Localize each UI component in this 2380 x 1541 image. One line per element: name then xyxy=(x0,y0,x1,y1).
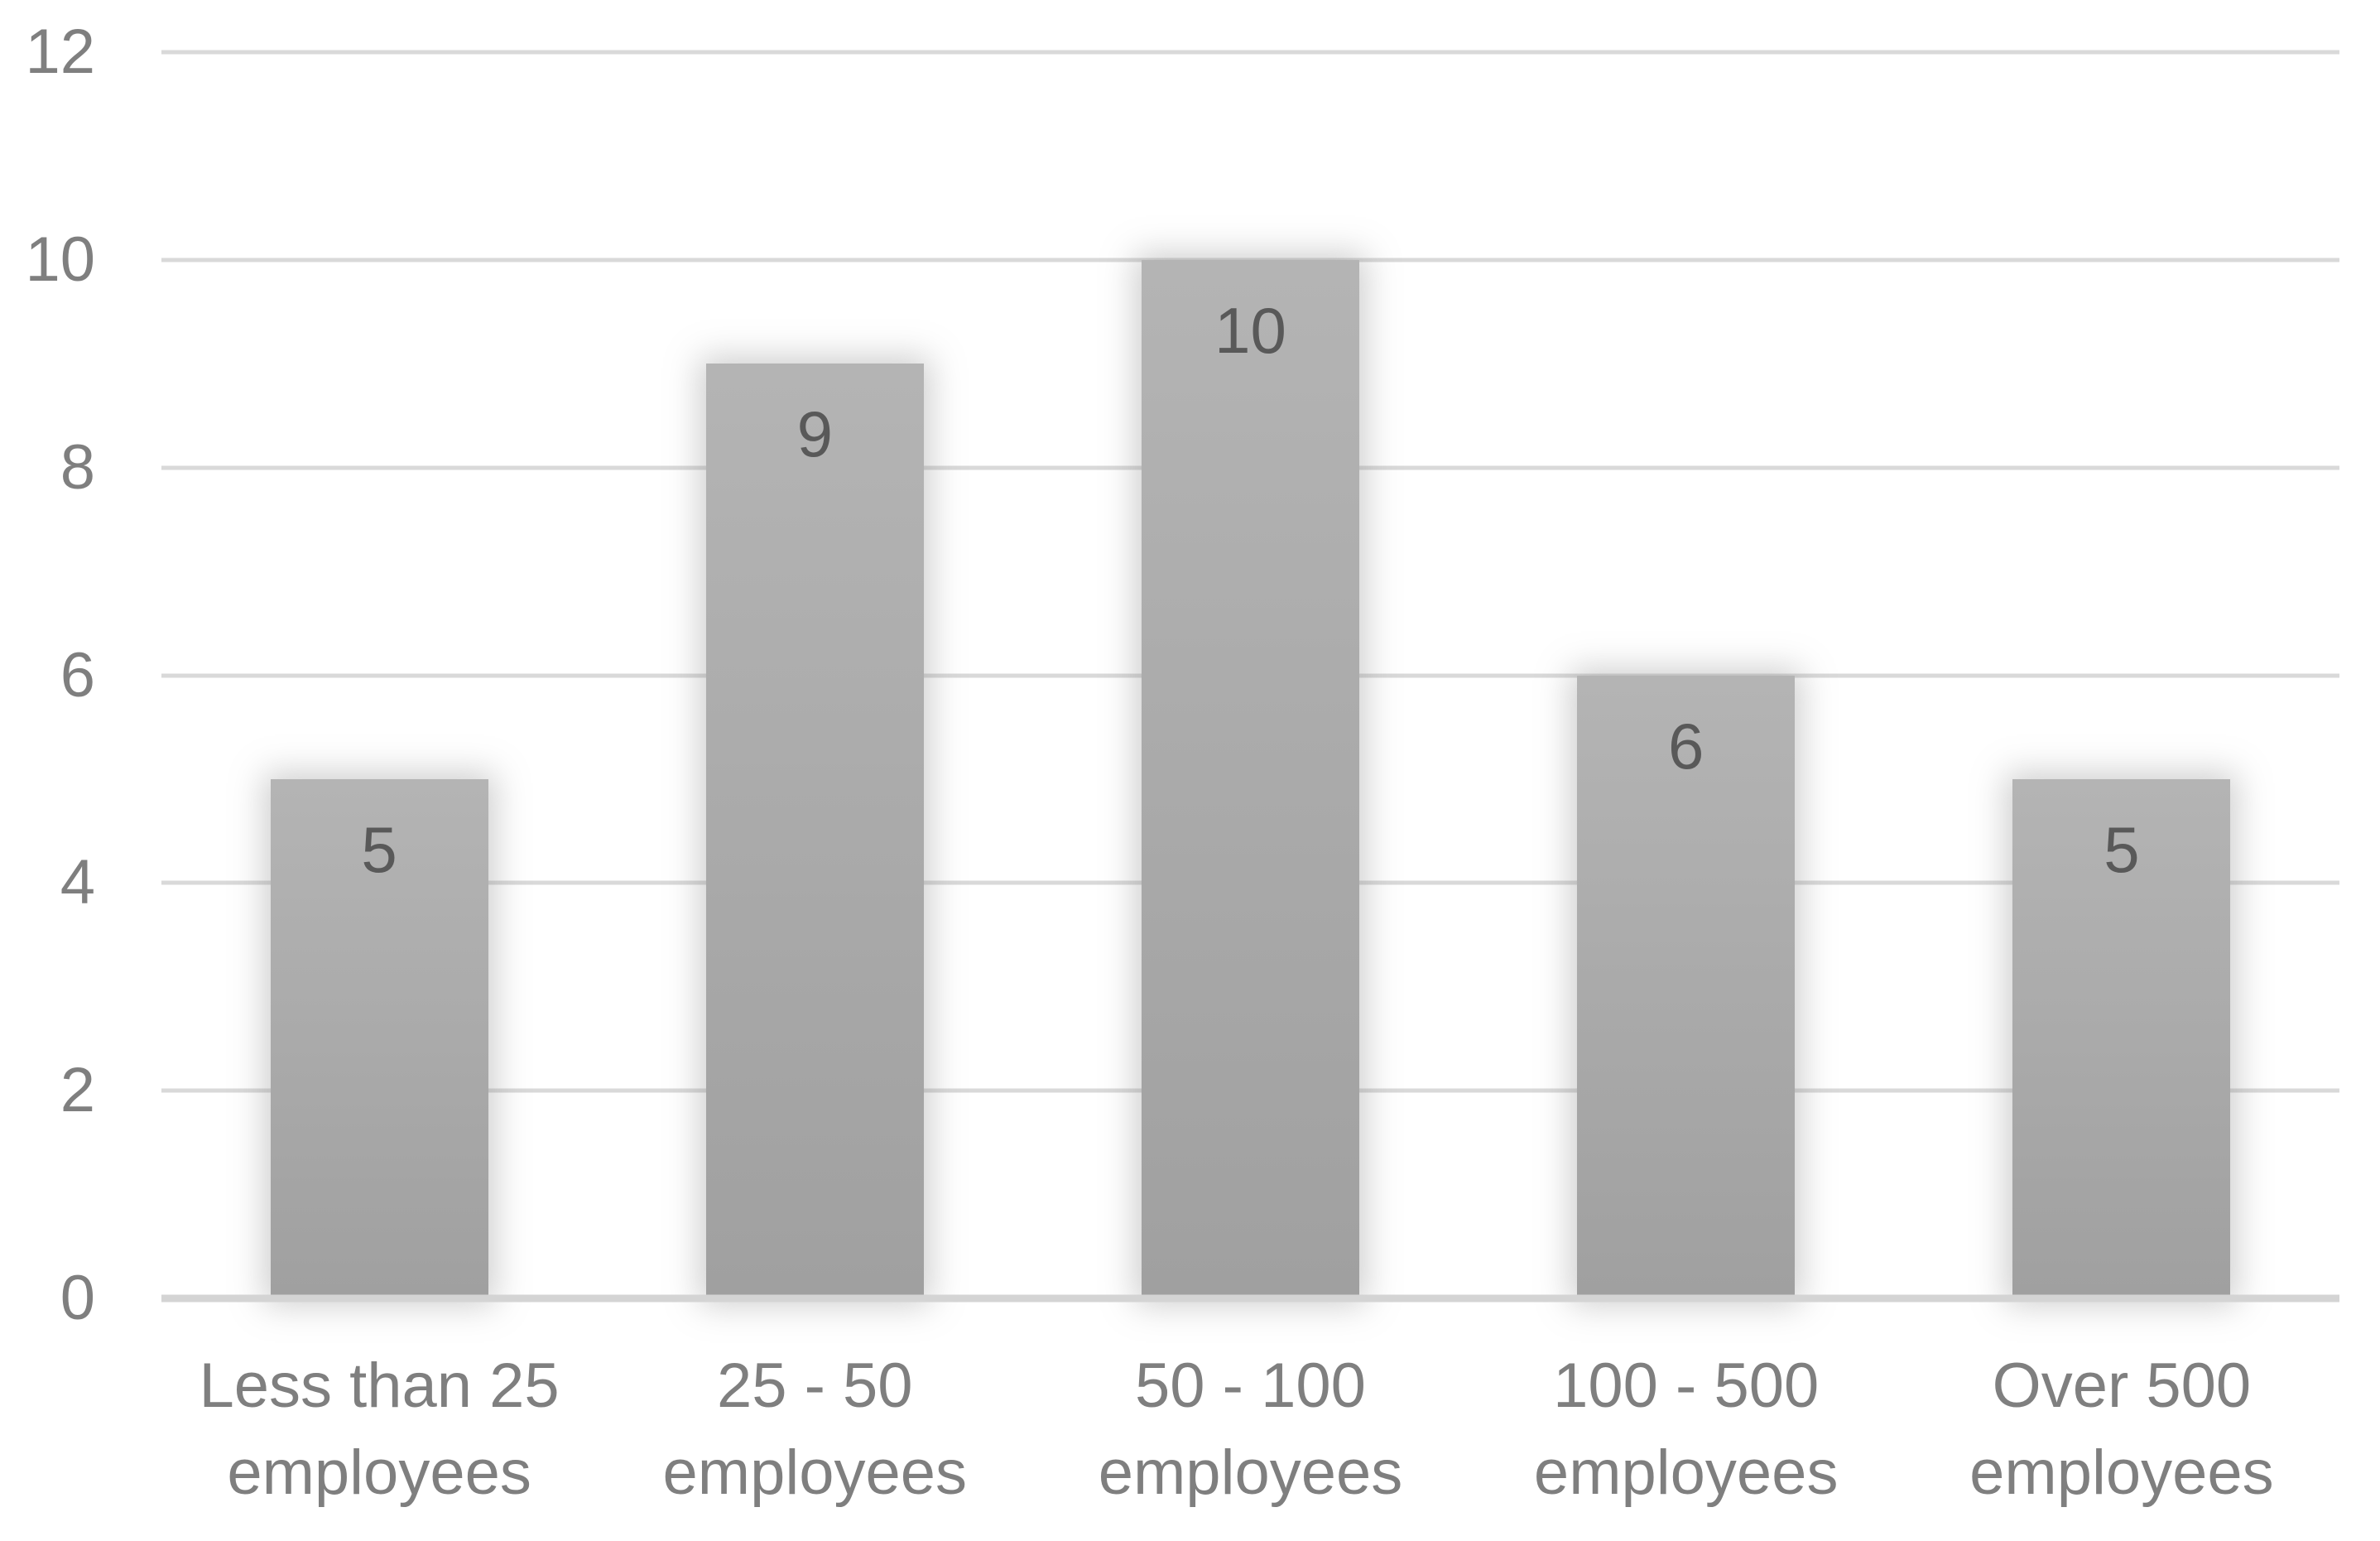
x-category-label-1: Less than 25 employees xyxy=(161,1343,597,1517)
bar-5: 5 xyxy=(2012,778,2231,1298)
x-category-label-4-line-1: 100 - 500 xyxy=(1553,1351,1820,1421)
bar-value-label-1: 5 xyxy=(361,812,397,886)
y-tick-label-10: 10 xyxy=(25,224,95,295)
bar-1: 5 xyxy=(270,778,488,1298)
y-tick-label-0: 0 xyxy=(60,1263,95,1333)
y-tick-label-8: 8 xyxy=(60,431,95,503)
y-tick-label-12: 12 xyxy=(25,17,95,87)
bar-3: 10 xyxy=(1142,259,1359,1298)
x-category-label-4: 100 - 500 employees xyxy=(1469,1343,1904,1517)
bar-4: 6 xyxy=(1577,675,1796,1298)
bar-value-label-2: 9 xyxy=(796,397,833,471)
y-tick-label-2: 2 xyxy=(60,1055,95,1126)
bar-value-label-3: 10 xyxy=(1214,293,1286,367)
y-tick-label-6: 6 xyxy=(60,639,95,710)
x-category-label-1-line-2: employees xyxy=(227,1437,531,1508)
x-category-label-3-line-1: 50 - 100 xyxy=(1135,1351,1366,1421)
x-category-label-1-line-1: Less than 25 xyxy=(199,1351,560,1421)
bar-value-label-4: 6 xyxy=(1667,709,1704,783)
x-axis-baseline xyxy=(161,1294,2339,1303)
bar-2: 9 xyxy=(705,364,924,1298)
x-category-label-5-line-2: employees xyxy=(1969,1437,2274,1508)
bar-value-label-5: 5 xyxy=(2104,812,2140,886)
x-category-label-2: 25 - 50 employees xyxy=(597,1343,1032,1517)
x-category-label-2-line-1: 25 - 50 xyxy=(716,1351,913,1421)
gridline-y12 xyxy=(161,50,2339,55)
x-category-label-5-line-1: Over 500 xyxy=(1992,1351,2252,1421)
x-category-label-5: Over 500 employees xyxy=(1904,1343,2339,1517)
y-tick-label-4: 4 xyxy=(60,847,95,918)
x-category-label-2-line-2: employees xyxy=(662,1437,968,1508)
x-category-label-4-line-2: employees xyxy=(1533,1437,1839,1508)
x-category-label-3-line-2: employees xyxy=(1098,1437,1403,1508)
x-category-label-3: 50 - 100 employees xyxy=(1032,1343,1468,1517)
